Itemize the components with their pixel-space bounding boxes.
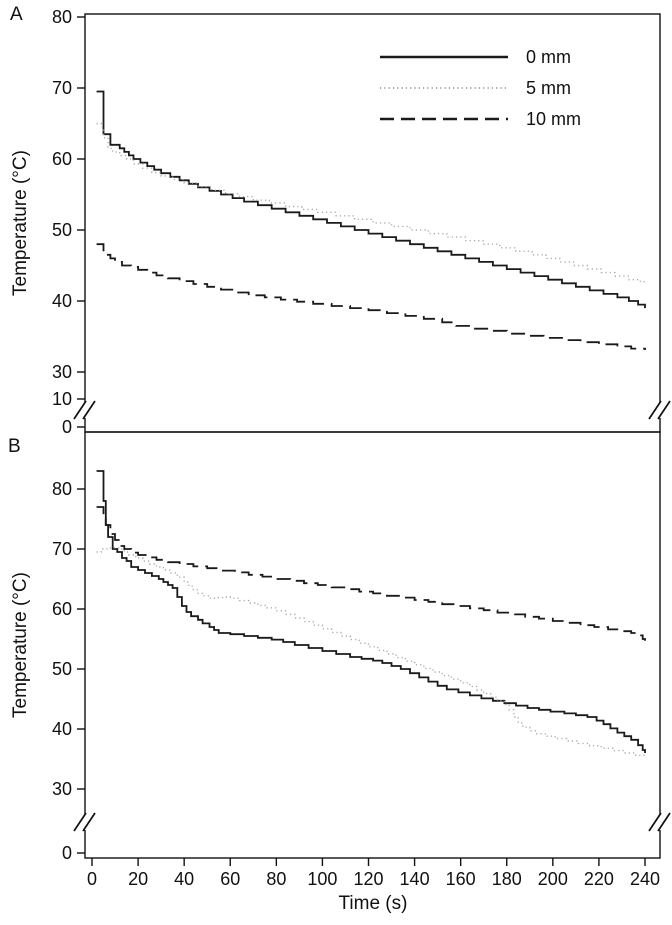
y-tick-label: 0	[62, 843, 72, 863]
y-tick-label: 60	[52, 149, 72, 169]
legend-item-0mm: 0 mm	[378, 44, 581, 70]
y-tick-label: 30	[52, 779, 72, 799]
panel-frame	[84, 431, 661, 859]
y-tick-label: 60	[52, 599, 72, 619]
x-tick-label: 20	[128, 869, 148, 889]
axis-break-gap	[657, 402, 663, 418]
axis-break-icon	[657, 400, 671, 420]
legend-label: 5 mm	[526, 77, 571, 98]
y-tick-label: 80	[52, 7, 72, 27]
axis-break-icon	[657, 812, 671, 832]
x-tick-label: 60	[220, 869, 240, 889]
x-tick-label: 240	[630, 869, 660, 889]
x-tick-label: 120	[353, 869, 383, 889]
legend-label: 0 mm	[526, 46, 571, 67]
x-tick-label: 160	[446, 869, 476, 889]
y-tick-label: 10	[52, 389, 72, 409]
axis-break-gap	[657, 814, 663, 830]
legend-item-5mm: 5 mm	[378, 75, 581, 101]
x-tick-label: 220	[584, 869, 614, 889]
legend-dashed-line-icon	[380, 117, 508, 121]
y-tick-label: 80	[52, 479, 72, 499]
y-axis-label-panel-a: Temperature (°C)	[10, 150, 31, 296]
x-tick-label: 0	[87, 869, 97, 889]
legend: 0 mm 5 mm 10 mm	[378, 44, 581, 132]
series-5-mm-panel-A	[96, 122, 646, 284]
x-axis-label: Time (s)	[338, 893, 408, 914]
legend-item-10mm: 10 mm	[378, 106, 581, 132]
y-tick-label: 50	[52, 220, 72, 240]
x-tick-label: 200	[538, 869, 568, 889]
axis-break-gap	[82, 402, 88, 418]
x-tick-label: 180	[492, 869, 522, 889]
axis-break-icon	[648, 812, 662, 832]
series-0-mm-panel-A	[96, 90, 646, 309]
x-tick-label: 80	[266, 869, 286, 889]
axis-break-gap	[82, 814, 88, 830]
series-10-mm-panel-B	[96, 506, 646, 641]
axis-break-icon	[82, 400, 96, 420]
y-tick-label: 40	[52, 719, 72, 739]
axis-break-icon	[648, 400, 662, 420]
series-0-mm-panel-B	[96, 470, 646, 753]
panel-b-label: B	[8, 436, 21, 457]
x-tick-label: 140	[400, 869, 430, 889]
y-tick-label: 50	[52, 659, 72, 679]
panel-a-label: A	[10, 4, 23, 25]
axis-break-icon	[82, 812, 96, 832]
y-axis-label-panel-b: Temperature (°C)	[10, 572, 31, 718]
y-tick-label: 0	[62, 417, 72, 437]
series-5-mm-panel-B	[96, 547, 646, 758]
y-tick-label: 30	[52, 362, 72, 382]
y-tick-label: 40	[52, 291, 72, 311]
legend-label: 10 mm	[526, 108, 582, 129]
legend-dotted-line-icon	[380, 87, 508, 89]
y-tick-label: 70	[52, 78, 72, 98]
axis-break-icon	[73, 812, 87, 832]
axis-break-icon	[73, 400, 87, 420]
legend-solid-line-icon	[380, 55, 508, 59]
series-10-mm-panel-A	[96, 243, 646, 350]
x-tick-label: 40	[174, 869, 194, 889]
y-tick-label: 70	[52, 539, 72, 559]
x-tick-label: 100	[307, 869, 337, 889]
